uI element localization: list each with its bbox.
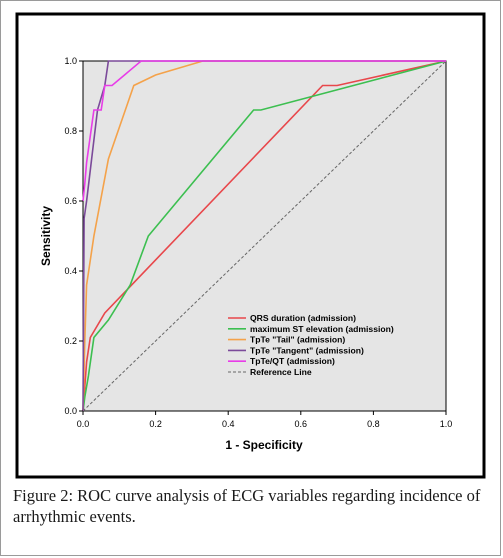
legend-label-5: Reference Line [250, 367, 312, 377]
legend-label-0: QRS duration (admission) [250, 313, 356, 323]
x-tick-label: 1.0 [440, 419, 453, 429]
legend-label-1: maximum ST elevation (admission) [250, 324, 394, 334]
legend-label-2: TpTe "Tail" (admission) [250, 335, 345, 345]
axes-layer: 0.0 0.2 0.4 0.6 0.8 1.0 0.0 0.2 0.4 0.6 0.8 1.0 [64, 56, 452, 429]
y-tick-label: 0.4 [64, 266, 77, 276]
series-line-0 [82, 60, 447, 412]
caption-label: Figure 2: [13, 486, 74, 505]
x-axis-label: 1 - Specificity [225, 438, 303, 452]
y-axis-label: Sensitivity [39, 206, 53, 266]
series-line-1 [82, 60, 447, 412]
legend-label-3: TpTe "Tangent" (admission) [250, 345, 364, 355]
y-tick-label: 1.0 [64, 56, 77, 66]
series-layer [82, 60, 447, 412]
series-line-4 [82, 60, 446, 202]
x-tick-label: 0.2 [149, 419, 162, 429]
series-line-5 [82, 60, 447, 412]
x-tick-label: 0.4 [222, 419, 235, 429]
roc-chart: 0.0 0.2 0.4 0.6 0.8 1.0 0.0 0.2 0.4 0.6 0.8 1.0 Sen… [15, 12, 486, 479]
y-tick-label: 0.0 [64, 406, 77, 416]
x-tick-label: 0.6 [295, 419, 308, 429]
x-tick-label: 0.8 [367, 419, 380, 429]
caption-text: ROC curve analysis of ECG variables rega… [13, 486, 481, 526]
legend-label-4: TpTe/QT (admission) [250, 356, 335, 366]
x-tick-label: 0.0 [77, 419, 90, 429]
y-tick-label: 0.8 [64, 126, 77, 136]
y-tick-label: 0.2 [64, 336, 77, 346]
series-line-2 [82, 60, 446, 412]
y-tick-label: 0.6 [64, 196, 77, 206]
legend: QRS duration (admission)maximum ST eleva… [228, 313, 394, 377]
figure-caption: Figure 2: ROC curve analysis of ECG vari… [13, 485, 495, 527]
